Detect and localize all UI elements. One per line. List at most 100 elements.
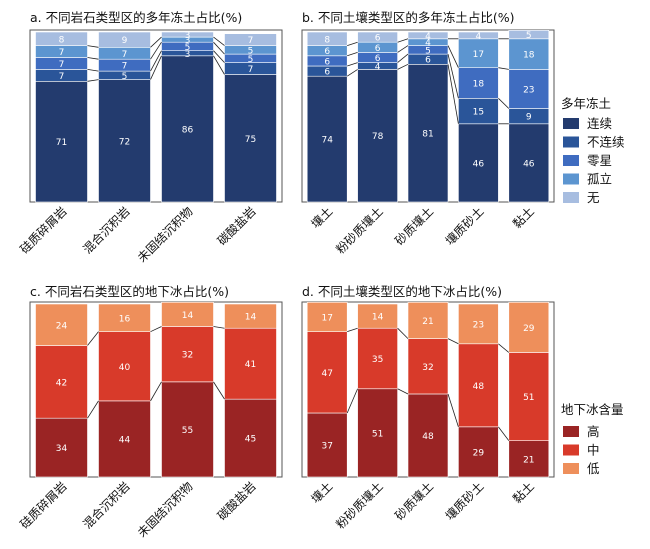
bar-d-0-s1 — [306, 331, 348, 414]
connector-d-0-1 — [346, 388, 358, 414]
data-label-b-2-s0: 81 — [422, 130, 433, 140]
connector-b-0-3 — [347, 52, 358, 57]
tick-label-a-2: 未固结沉积物 — [135, 204, 196, 265]
data-label-b-3-s4: 4 — [476, 32, 482, 42]
bar-d-0-s0 — [306, 412, 348, 478]
data-label-b-3-s1: 15 — [473, 108, 484, 118]
bar-b-4-s0 — [508, 123, 550, 203]
panel-d-title: d. 不同土壤类型区的地下冰占比(%) — [302, 284, 502, 299]
data-label-c-0-s2: 24 — [56, 321, 68, 331]
data-label-b-1-s4: 6 — [375, 34, 381, 44]
data-label-d-1-s0: 51 — [372, 429, 383, 439]
connector-b-2-2 — [447, 54, 459, 99]
data-label-a-1-s2: 7 — [122, 62, 128, 72]
connector-b-3-2 — [498, 98, 510, 109]
legend-swatch-ice-1 — [563, 444, 579, 456]
connector-b-1-1 — [397, 63, 409, 70]
tick-label-c-3: 碳酸盐岩 — [214, 479, 259, 524]
data-label-d-2-s2: 21 — [422, 317, 433, 327]
connector-b-2-3 — [447, 45, 459, 68]
data-label-c-2-s1: 32 — [182, 351, 193, 361]
data-label-b-1-s0: 78 — [372, 132, 384, 142]
panel-d: d. 不同土壤类型区的地下冰占比(%) 37 47 17 壤土 51 35 14 粉砂质壤土 4… — [301, 284, 555, 532]
data-label-b-3-s0: 46 — [473, 159, 485, 169]
bar-a-2-s4 — [161, 31, 214, 38]
bar-c-0-s1 — [35, 345, 88, 419]
panel-a-frame — [29, 29, 283, 203]
connector-a-2-1 — [213, 55, 225, 75]
bar-d-3-s2 — [458, 303, 499, 345]
data-label-a-2-s1: 3 — [185, 50, 191, 60]
data-label-c-3-s0: 45 — [245, 435, 256, 445]
data-label-d-0-s2: 17 — [321, 313, 332, 323]
bar-b-3-s1 — [458, 98, 499, 125]
connector-a-1-3 — [150, 41, 162, 60]
bar-a-3-s0 — [224, 74, 277, 203]
data-label-b-4-s0: 46 — [523, 159, 535, 169]
tick-label-d-1: 粉砂质壤土 — [333, 479, 386, 532]
data-label-c-2-s2: 14 — [182, 311, 194, 321]
bar-d-3-s1 — [458, 343, 499, 428]
tick-label-d-2: 砂质壤土 — [392, 479, 437, 524]
legend-label-permafrost-1: 不连续 — [587, 135, 625, 150]
data-label-a-1-s0: 72 — [119, 137, 130, 147]
data-label-c-1-s0: 44 — [119, 435, 131, 445]
panel-a-plot: 717778硅质碎屑岩725779混合沉积岩863533未固结沉积物757557… — [17, 31, 277, 265]
connector-a-1-1 — [150, 55, 162, 80]
connector-b-1-4 — [397, 38, 409, 43]
bar-b-4-s3 — [508, 38, 550, 70]
panel-c: c. 不同岩石类型区的地下冰占比(%) 34 42 24 硅质碎屑岩 44 40 16 混合沉… — [17, 284, 283, 540]
data-label-b-0-s2: 6 — [324, 57, 330, 67]
data-label-d-3-s0: 29 — [473, 448, 485, 458]
connector-b-0-2 — [347, 62, 358, 67]
connector-c-1-2 — [150, 326, 162, 333]
connector-b-0-1 — [346, 69, 358, 77]
legend-label-ice-0: 高 — [587, 424, 600, 439]
tick-label-c-0: 硅质碎屑岩 — [17, 479, 70, 532]
connector-c-0-2 — [87, 331, 99, 346]
data-label-b-4-s3: 18 — [523, 51, 535, 61]
connector-c-2-1 — [213, 381, 225, 400]
panel-d-plot: 37 47 17 壤土 51 35 14 粉砂质壤土 48 32 21 砂质壤土 29 48 23 壤质砂土 2… — [306, 301, 550, 532]
legend-label-permafrost-4: 无 — [587, 190, 600, 205]
data-label-a-3-s2: 5 — [248, 55, 254, 65]
bar-d-4-s1 — [508, 352, 550, 441]
bar-c-2-s2 — [161, 301, 214, 327]
data-label-d-2-s1: 32 — [422, 363, 433, 373]
data-label-b-1-s3: 6 — [375, 44, 381, 54]
data-label-a-1-s3: 7 — [122, 50, 128, 60]
data-label-b-0-s4: 8 — [324, 35, 330, 45]
data-label-c-2-s0: 55 — [182, 426, 193, 436]
data-label-a-2-s3: 3 — [185, 36, 191, 46]
panel-a-title: a. 不同岩石类型区的多年冻土占比(%) — [30, 10, 242, 25]
connector-c-0-1 — [87, 400, 99, 419]
panel-c-title: c. 不同岩石类型区的地下冰占比(%) — [30, 284, 229, 299]
data-label-b-3-s3: 17 — [473, 50, 484, 60]
bar-a-3-s4 — [224, 33, 277, 46]
bar-b-0-s4 — [306, 31, 348, 46]
data-label-d-1-s2: 14 — [372, 313, 384, 323]
panel-b: b. 不同土壤类型区的多年冻土占比(%) 746668壤土784666粉砂质壤土… — [301, 10, 555, 257]
legend-swatch-permafrost-1 — [563, 136, 579, 148]
data-label-b-2-s4: 4 — [425, 32, 431, 42]
bar-c-1-s2 — [98, 303, 151, 332]
data-label-d-2-s0: 48 — [422, 432, 434, 442]
data-label-b-1-s1: 4 — [375, 63, 381, 73]
legend-swatch-ice-0 — [563, 426, 579, 437]
connector-a-0-3 — [87, 57, 99, 60]
bar-b-1-s4 — [357, 31, 398, 43]
legend-label-ice-1: 中 — [587, 443, 600, 458]
data-label-d-0-s1: 47 — [321, 369, 332, 379]
data-label-b-4-s4: 5 — [526, 31, 532, 41]
legend-ice-title: 地下冰含量 — [561, 402, 624, 417]
data-label-a-3-s1: 7 — [248, 65, 254, 75]
data-label-c-3-s2: 14 — [245, 313, 257, 323]
bar-c-0-s0 — [35, 417, 88, 478]
bar-a-0-s4 — [35, 31, 88, 46]
panel-c-frame — [29, 301, 283, 478]
data-label-d-4-s0: 21 — [523, 455, 534, 465]
bar-b-2-s0 — [407, 64, 449, 203]
bar-d-0-s2 — [306, 301, 348, 332]
